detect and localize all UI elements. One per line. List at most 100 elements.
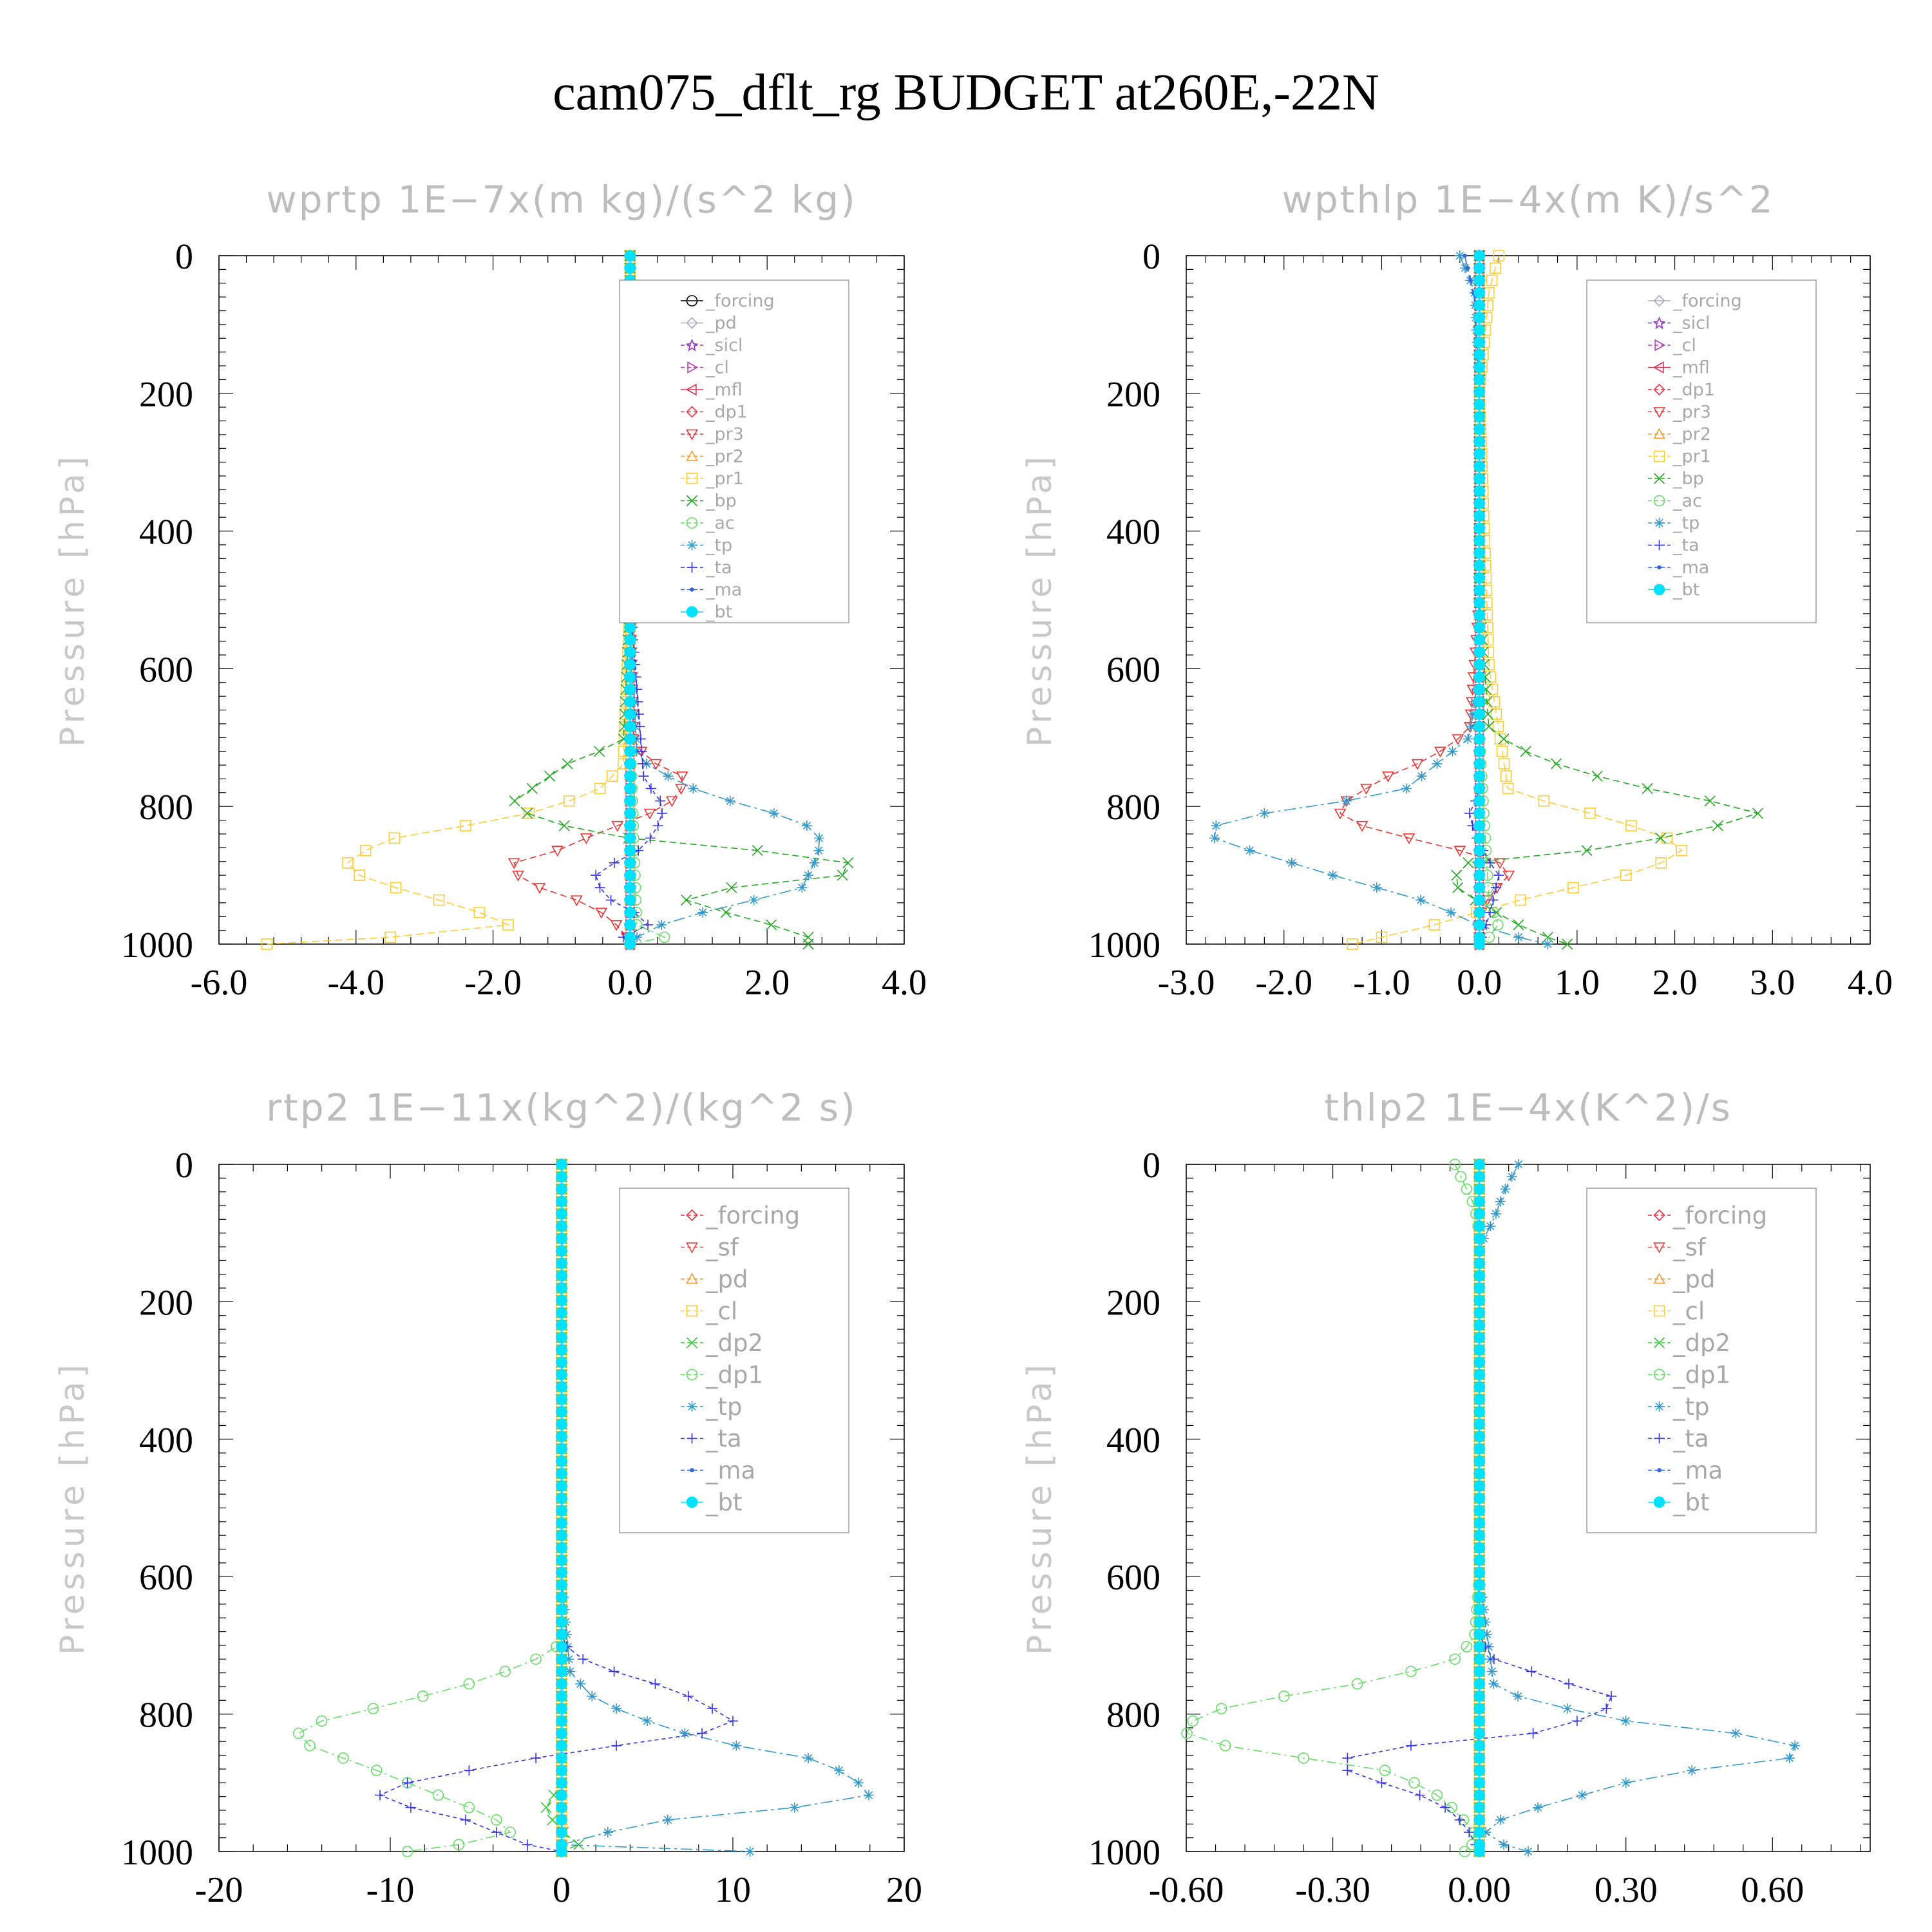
data-point [556,1282,567,1294]
x-tick-label: -1.0 [1353,963,1410,1003]
data-point [1473,349,1485,361]
legend-marker [686,606,698,618]
legend-item: _tp [1648,513,1700,533]
panel-4: thlp2 1E−4x(K^2)/s Pressure [hPa] -0.60 -0.… [1021,1086,1871,1910]
data-point [643,920,654,931]
legend-marker [1653,294,1665,307]
data-point [1473,596,1485,609]
y-tick-label: 400 [1106,1421,1160,1461]
x-tick-label: 4.0 [1848,963,1893,1003]
x-tick-label: -2.0 [464,963,522,1003]
data-point [1490,708,1502,720]
x-tick-label: 1.0 [1555,963,1600,1003]
data-point [1730,1728,1741,1739]
legend-marker [686,406,698,418]
data-point [624,857,636,869]
legend-marker [687,1401,697,1412]
data-point [531,1752,542,1763]
legend-label: _dp1 [1672,380,1715,400]
data-point [1473,510,1485,522]
data-point [556,1394,567,1405]
legend-marker [1654,1401,1665,1412]
data-point [342,857,354,869]
legend-marker [686,429,698,440]
data-point [657,808,668,819]
data-point [1486,1666,1497,1677]
data-point [624,696,636,708]
data-point [556,1616,567,1628]
data-point [1473,1171,1485,1183]
legend-label: _ac [705,513,735,533]
data-point [1490,882,1501,893]
legend-item: _ma [1648,558,1709,578]
data-point [1473,1492,1485,1504]
data-point [1219,1739,1231,1752]
legend-marker [685,338,699,352]
data-point [1286,857,1297,868]
data-point [809,857,820,868]
legend-marker [686,317,698,329]
data-point [624,907,636,918]
legend-label: _pd [705,314,737,334]
data-point [1342,1765,1353,1776]
legend-item: _ta [681,558,732,578]
data-point [354,869,365,881]
data-point [1473,1678,1485,1690]
data-point [610,920,623,931]
data-point [1473,1233,1485,1245]
data-point [1473,572,1485,584]
data-point [624,721,636,732]
legend-marker [1653,1242,1665,1254]
data-point [766,919,777,931]
data-point [602,1827,613,1838]
legend-item: _ta [1648,536,1700,556]
data-point [1581,845,1593,857]
legend-item: _dp2 [1648,1329,1730,1357]
legend-marker [1653,1337,1665,1349]
data-point [530,1653,542,1665]
data-point [556,1739,567,1752]
data-point [556,1566,567,1578]
data-point [650,1678,661,1689]
legend-item: _forcing [1648,1202,1767,1229]
legend-marker [1657,1468,1662,1473]
data-point [731,1740,742,1751]
legend-label: _pr3 [1672,402,1711,422]
data-point [1494,733,1506,745]
data-point [720,907,732,918]
data-point [1376,1777,1387,1788]
data-point [526,782,538,794]
data-point [606,770,618,782]
legend-item: _pd [681,314,737,334]
data-point [1371,882,1382,893]
y-axis-label: Pressure [hPa] [53,1361,92,1655]
data-point [1215,1703,1227,1714]
legend-box [619,279,849,623]
legend-label: _pr1 [705,469,744,489]
data-point [1620,1716,1631,1727]
data-point [801,820,812,831]
data-point [1484,857,1495,868]
data-point [1468,278,1473,283]
data-point [632,932,643,943]
data-point [624,745,636,757]
data-point [611,1740,622,1751]
legend-item: _ma [681,580,742,600]
data-point [558,820,570,831]
legend-label: _ma [1672,1457,1723,1484]
data-point [1567,882,1579,894]
data-point [556,1332,567,1343]
data-point [556,1233,567,1245]
legend-label: _bt [705,1489,743,1517]
data-point [1473,646,1485,658]
panel-title: rtp2 1E−11x(kg^2)/(kg^2 s) [266,1086,857,1130]
data-point [1464,1827,1475,1838]
legend-label: _dp1 [705,1361,763,1389]
data-point [624,938,636,950]
legend-item: _sf [1648,1234,1707,1262]
data-point [1342,1752,1353,1763]
data-point [1376,931,1388,943]
legend-item: _sf [681,1234,739,1262]
data-point [1473,274,1485,287]
data-point [752,845,763,857]
